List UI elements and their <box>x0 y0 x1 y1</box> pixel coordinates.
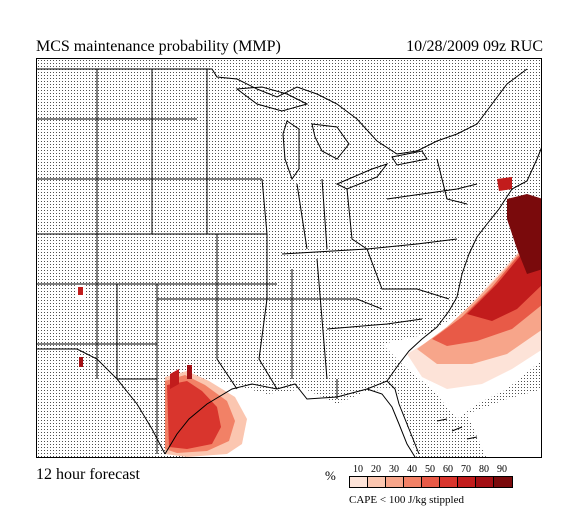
legend-unit: % <box>325 468 336 483</box>
legend-swatch <box>494 477 512 487</box>
legend-tick-label: 10 <box>353 464 363 475</box>
legend-tick-label: 30 <box>389 464 399 475</box>
legend-tick-label: 20 <box>371 464 381 475</box>
lake-superior <box>235 86 309 112</box>
legend-tick-label: 80 <box>479 464 489 475</box>
legend-swatch <box>350 477 368 487</box>
legend-tick-label: 90 <box>497 464 507 475</box>
gulf-unstippled-region <box>187 379 417 457</box>
forecast-label: 12 hour forecast <box>36 466 140 483</box>
legend-swatch <box>476 477 494 487</box>
legend-swatch <box>404 477 422 487</box>
lake-ontario <box>391 150 428 166</box>
legend: % 10 20 30 40 50 60 70 80 90 CAPE < 100 J/kg sti… <box>325 462 545 522</box>
lake-erie <box>335 163 389 190</box>
map-panel <box>36 58 542 458</box>
legend-tick-label: 50 <box>425 464 435 475</box>
boundaries <box>37 68 541 457</box>
legend-swatch <box>440 477 458 487</box>
legend-swatch <box>386 477 404 487</box>
bahamas <box>436 418 478 440</box>
legend-colorbar <box>349 476 513 488</box>
map-svg <box>37 59 541 457</box>
florida <box>366 388 416 457</box>
mmp-atlantic-shading <box>407 177 541 389</box>
lake-huron <box>311 123 350 160</box>
legend-swatch <box>368 477 386 487</box>
legend-tick-label: 70 <box>461 464 471 475</box>
legend-note: CAPE < 100 J/kg stippled <box>349 494 464 506</box>
valid-datetime: 10/28/2009 09z RUC <box>406 38 543 55</box>
map-title: MCS maintenance probability (MMP) <box>36 38 281 55</box>
legend-swatch <box>422 477 440 487</box>
atlantic-east-unstippled-region <box>467 389 541 457</box>
legend-tick-label: 60 <box>443 464 453 475</box>
mexico-border <box>37 348 166 455</box>
legend-swatch <box>458 477 476 487</box>
lake-michigan <box>282 120 300 181</box>
legend-tick-label: 40 <box>407 464 417 475</box>
coastline <box>164 147 541 455</box>
mmp-gulf-shading <box>77 285 247 457</box>
northern-border <box>37 68 528 155</box>
